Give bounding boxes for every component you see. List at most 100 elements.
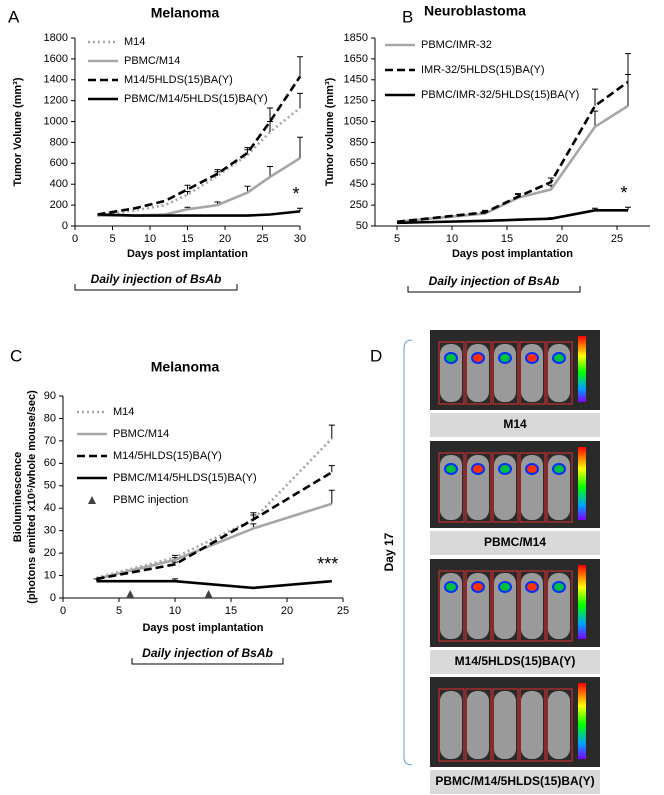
y-tick-label: 1800 [44,32,68,44]
error-bar [625,53,631,82]
y-tick-label: 850 [350,136,368,148]
y-tick-label: 60 [44,457,56,469]
signal [552,581,566,593]
error-bar [267,121,273,132]
x-axis-label: Days post implantation [452,248,573,260]
signal [552,463,566,475]
roi [465,452,492,523]
signal [471,463,485,475]
error-bar [328,465,335,473]
signal [525,463,539,475]
roi [492,688,519,762]
image-label: M14/5HLDS(15)BA(Y) [455,654,576,668]
legend-label: PBMC/M14 [124,55,180,67]
image-label: PBMC/M14 [484,535,546,549]
roi [465,688,492,762]
y-tick-label: 1050 [344,115,368,127]
day-bracket [403,339,413,766]
panel-letter: B [402,7,413,26]
roi [546,452,573,523]
x-axis-label: Days post implantation [127,248,248,260]
signal [444,463,458,475]
note-bracket [74,284,238,291]
x-tick-label: 15 [181,233,193,245]
y-tick-label: 1000 [44,115,68,127]
signal [498,581,512,593]
marker [126,590,135,598]
annotation: * [620,183,627,203]
annotation: * [292,184,299,204]
bli-scale [578,683,586,759]
annotation: *** [317,554,338,574]
signal [498,463,512,475]
mouse [548,691,570,759]
legend-label: M14/5HLDS(15)BA(Y) [113,450,222,462]
roi [546,688,573,762]
y-tick-label: 20 [44,547,56,559]
roi [438,452,465,523]
x-tick-label: 20 [556,233,568,245]
y-axis-label: Tumor volume (mm³) [324,77,336,186]
x-tick-label: 5 [109,233,115,245]
x-tick-label: 0 [60,605,66,617]
x-tick-label: 10 [169,605,181,617]
roi [546,570,573,642]
x-tick-label: 15 [225,605,237,617]
image-label-box [430,770,600,794]
image-label-box [430,413,600,437]
image-label-box [430,531,600,555]
panel-letter: D [370,346,382,365]
mouse [494,691,516,759]
marker [204,590,213,598]
roi [465,570,492,642]
mouse [440,691,462,759]
y-tick-label: 400 [50,178,68,190]
signal [525,352,539,364]
y-axis-label: Bioluminescence [12,452,24,542]
roi [492,341,519,405]
legend-label: PBMC/M14/5HLDS(15)BA(Y) [124,93,268,105]
bli-scale [578,447,586,520]
y-tick-label: 70 [44,435,56,447]
signal [444,352,458,364]
day-label: Day 17 [382,532,396,571]
image-label: M14 [503,417,527,431]
error-bar [244,147,251,153]
error-bar [297,207,303,212]
y-tick-label: 0 [62,220,68,232]
note: Daily injection of BsAb [91,272,222,286]
note: Daily injection of BsAb [429,274,560,288]
series-line [97,210,301,217]
x-tick-label: 10 [446,233,458,245]
x-tick-label: 20 [281,605,293,617]
bli-scale [578,336,586,402]
signal [525,581,539,593]
y-tick-label: 1650 [344,53,368,65]
y-tick-label: 1450 [344,74,368,86]
chart-title: Melanoma [151,359,220,375]
roi [546,341,573,405]
error-bar [297,56,303,77]
image-label: PBMC/M14/5HLDS(15)BA(Y) [435,774,594,788]
x-tick-label: 20 [219,233,231,245]
y-tick-label: 600 [50,157,68,169]
y-tick-label: 250 [350,199,368,211]
roi [519,688,546,762]
x-tick-label: 0 [72,233,78,245]
series-line [396,104,629,224]
y-tick-label: 40 [44,502,56,514]
mouse [467,691,489,759]
x-tick-label: 5 [116,605,122,617]
signal [471,352,485,364]
error-bar [592,88,598,106]
y-tick-label: 10 [44,569,56,581]
x-tick-label: 5 [394,233,400,245]
error-bar [297,92,303,108]
y-tick-label: 1200 [44,95,68,107]
chart-title: Neuroblastoma [424,3,526,19]
series-line [97,106,301,217]
note: Daily injection of BsAb [142,646,273,660]
roi [438,341,465,405]
legend-label: PBMC injection [113,494,188,506]
